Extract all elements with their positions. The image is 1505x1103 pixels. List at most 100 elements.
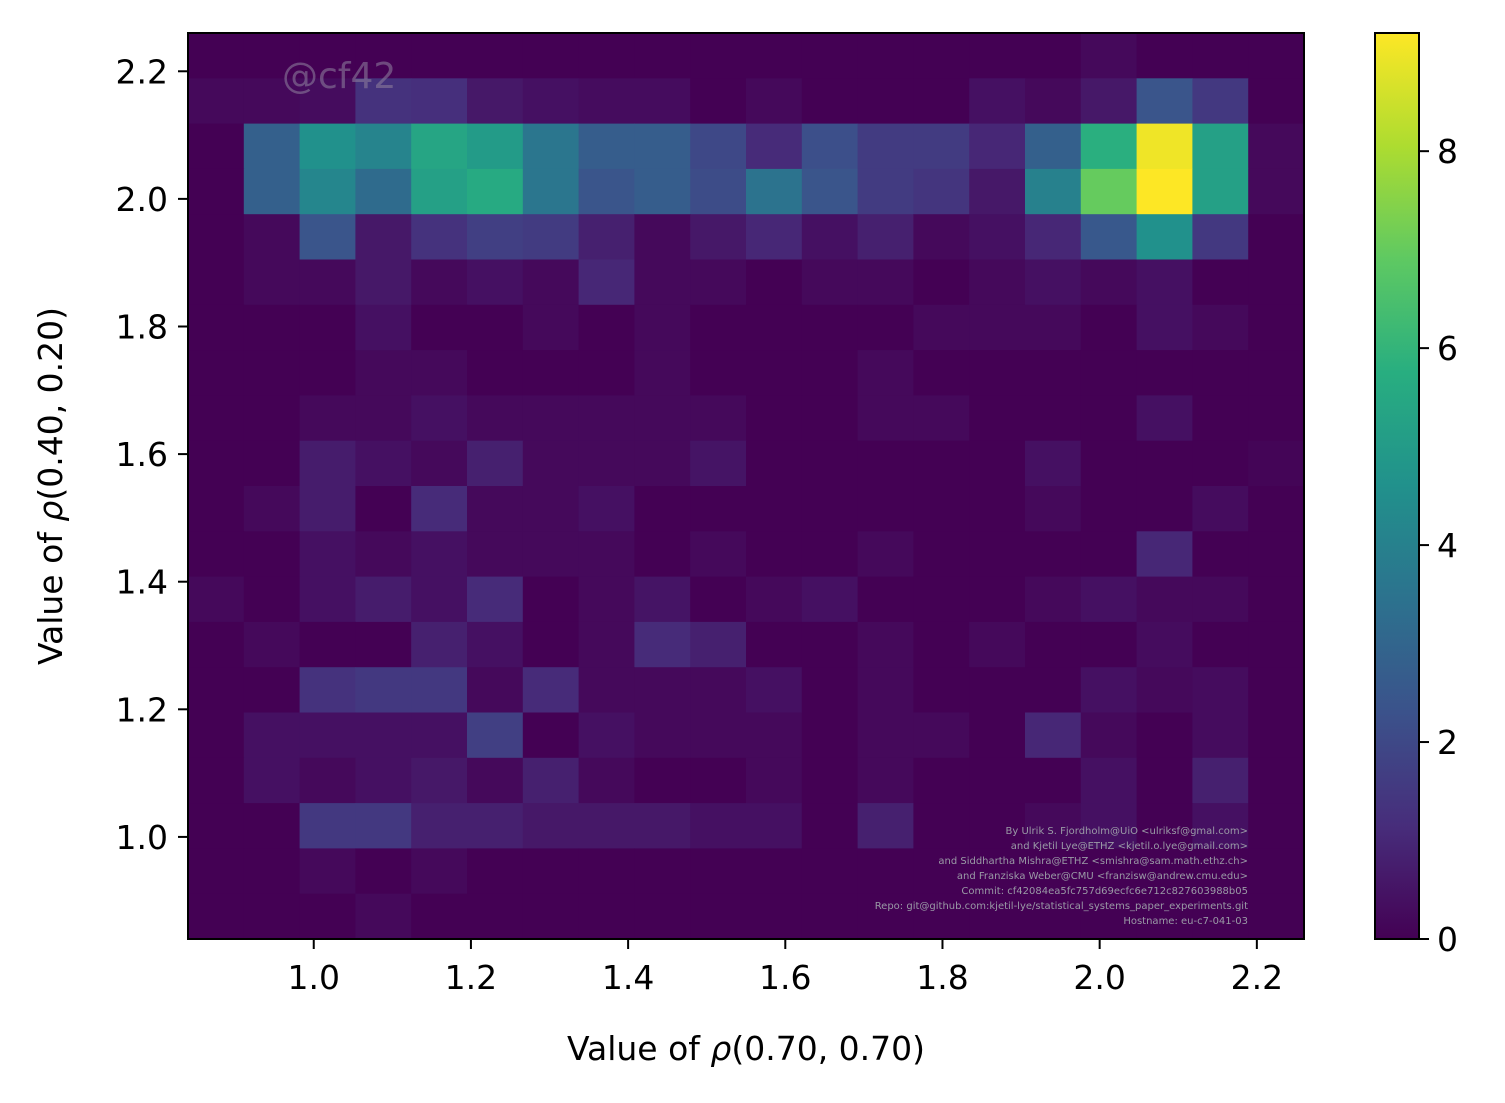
heatmap-cell <box>1136 848 1193 895</box>
heatmap-cell <box>355 531 412 578</box>
heatmap-cell <box>1136 350 1193 396</box>
heatmap-cell <box>355 214 412 261</box>
heatmap-cell <box>913 33 970 79</box>
heatmap-cell <box>857 123 914 170</box>
heatmap-cell <box>746 803 803 849</box>
heatmap-cell <box>578 712 635 759</box>
heatmap-cell <box>243 440 301 487</box>
heatmap-cell <box>1248 757 1305 804</box>
heatmap-cell <box>1136 440 1193 487</box>
heatmap-cell <box>411 168 468 215</box>
heatmap-cell <box>355 78 412 125</box>
heatmap-cell <box>243 78 301 125</box>
heatmap-cell <box>969 168 1026 215</box>
heatmap-cell <box>913 848 970 895</box>
heatmap-cell <box>1136 667 1193 714</box>
heatmap-cell <box>188 395 245 442</box>
heatmap-cell <box>1192 259 1249 306</box>
heatmap-cell <box>1080 350 1138 396</box>
heatmap-cell <box>1080 621 1138 668</box>
heatmap-cell <box>522 259 580 306</box>
heatmap-cell <box>299 848 356 895</box>
heatmap-cell <box>299 78 356 125</box>
heatmap-cell <box>634 259 691 306</box>
heatmap-cell <box>746 848 803 895</box>
heatmap-cell <box>355 576 412 623</box>
heatmap-cell <box>690 440 747 487</box>
y-tick-label: 1.6 <box>116 435 168 474</box>
heatmap-cell <box>969 576 1026 623</box>
heatmap-cell <box>1025 576 1082 623</box>
heatmap-cell <box>355 33 412 79</box>
heatmap-cell <box>243 304 301 351</box>
heatmap-cell <box>1025 803 1082 849</box>
heatmap-cell <box>1025 893 1082 940</box>
heatmap-cell <box>746 531 803 578</box>
heatmap-cell <box>467 531 524 578</box>
y-tick-label: 1.8 <box>116 307 168 346</box>
heatmap-cell <box>188 803 245 849</box>
heatmap-cell <box>467 486 524 532</box>
heatmap-cell <box>411 259 468 306</box>
heatmap-cell <box>1192 78 1249 125</box>
heatmap-cell <box>522 667 580 714</box>
heatmap-cell <box>746 440 803 487</box>
heatmap-cell <box>857 803 914 849</box>
heatmap-cell <box>1248 576 1305 623</box>
heatmap-cell <box>1192 350 1249 396</box>
heatmap-cell <box>243 214 301 261</box>
heatmap-cell <box>467 168 524 215</box>
heatmap-cell <box>299 712 356 759</box>
heatmap-cell <box>467 123 524 170</box>
heatmap-cell <box>243 33 301 79</box>
heatmap-cell <box>188 848 245 895</box>
heatmap-cell <box>857 848 914 895</box>
heatmap-cell <box>913 712 970 759</box>
heatmap-cell <box>355 803 412 849</box>
y-tick-label: 1.4 <box>116 563 168 602</box>
heatmap-cell <box>801 531 859 578</box>
heatmap-cell <box>188 486 245 532</box>
heatmap-cell <box>188 123 245 170</box>
heatmap-cell <box>1080 576 1138 623</box>
heatmap-cell <box>857 395 914 442</box>
heatmap-cell <box>634 214 691 261</box>
heatmap-cell <box>243 259 301 306</box>
heatmap-cell <box>690 667 747 714</box>
heatmap-cell <box>1136 486 1193 532</box>
colorbar-tick-label: 6 <box>1437 329 1458 368</box>
heatmap-cell <box>188 168 245 215</box>
credit-line: Commit: cf42084ea5fc757d69ecfc6e712c8276… <box>961 886 1248 897</box>
heatmap-cell <box>1136 621 1193 668</box>
heatmap-cell <box>467 78 524 125</box>
heatmap-cell <box>578 440 635 487</box>
heatmap-cell <box>522 486 580 532</box>
heatmap-cell <box>1248 259 1305 306</box>
heatmap-cell <box>411 531 468 578</box>
heatmap-cell <box>913 486 970 532</box>
heatmap-cell <box>578 893 635 940</box>
heatmap-cell <box>690 214 747 261</box>
heatmap-cell <box>801 576 859 623</box>
heatmap-cell <box>857 168 914 215</box>
heatmap-cell <box>969 123 1026 170</box>
heatmap-cell <box>578 621 635 668</box>
heatmap-cell <box>1248 486 1305 532</box>
heatmap-cell <box>746 576 803 623</box>
heatmap-cell <box>1192 621 1249 668</box>
heatmap-cell <box>746 621 803 668</box>
heatmap-cell <box>634 304 691 351</box>
heatmap-cell <box>1136 214 1193 261</box>
heatmap-cell <box>1248 123 1305 170</box>
y-tick-label: 2.2 <box>116 52 168 91</box>
heatmap-cell <box>913 757 970 804</box>
heatmap-cell <box>746 712 803 759</box>
heatmap-cell <box>857 757 914 804</box>
heatmap-cell <box>913 304 970 351</box>
heatmap-cell <box>1192 33 1249 79</box>
heatmap-cell <box>1192 214 1249 261</box>
heatmap-cell <box>1248 214 1305 261</box>
heatmap-cell <box>1025 123 1082 170</box>
heatmap-cell <box>690 350 747 396</box>
heatmap-cell <box>467 259 524 306</box>
